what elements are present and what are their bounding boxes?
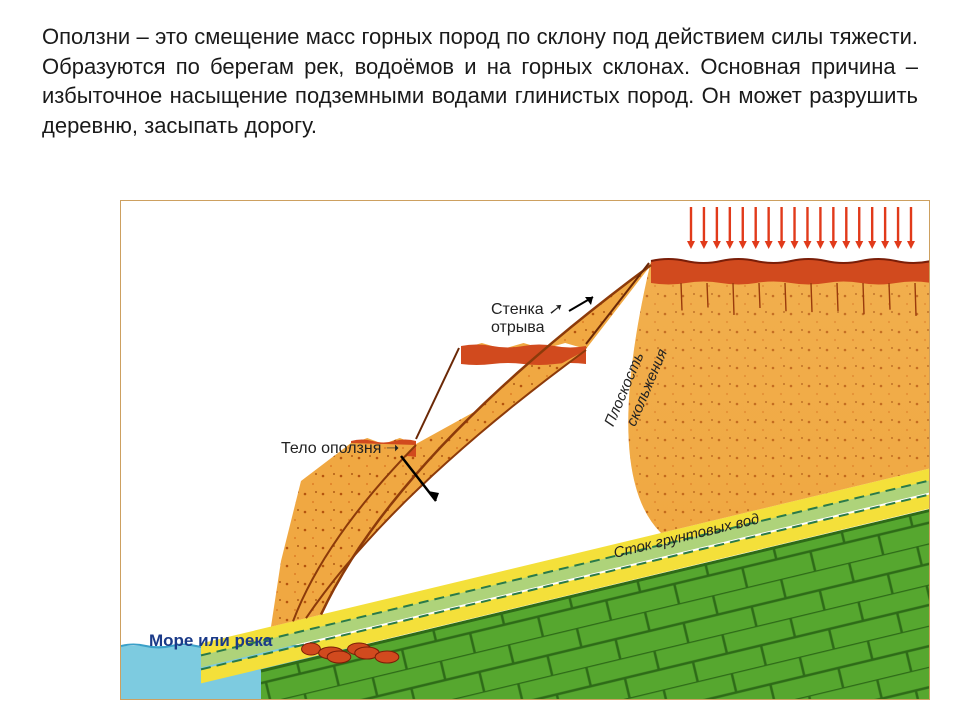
label-wall-l2: отрыва <box>491 319 545 336</box>
label-sea: Море или река <box>149 631 272 651</box>
label-body-text: Тело оползня <box>281 440 381 457</box>
label-wall-l1: Стенка <box>491 301 544 318</box>
description-text: Оползни – это смещение масс горных пород… <box>0 0 960 151</box>
arrow-glyph: ➚ <box>548 301 561 318</box>
arrow-glyph: ➝ <box>386 440 399 457</box>
label-landslide-body: Тело оползня ➝ <box>281 438 399 458</box>
landslide-diagram: Море или река Тело оползня ➝ Стенка ➚ от… <box>120 200 930 700</box>
label-scarp-wall: Стенка ➚ отрыва <box>491 301 562 336</box>
